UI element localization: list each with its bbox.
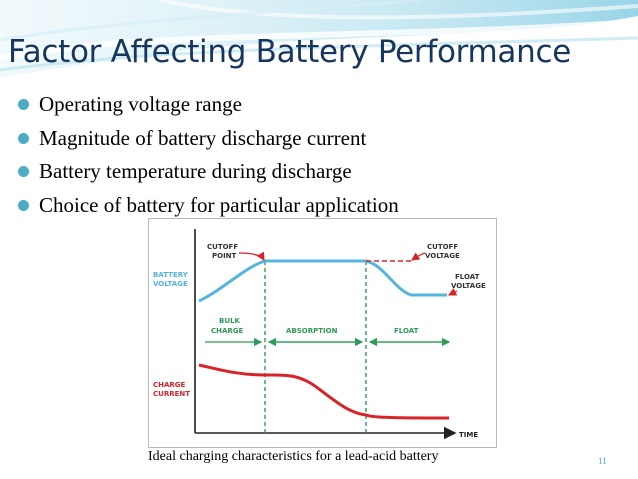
bullet-text: Choice of battery for particular applica… — [39, 192, 399, 217]
bullet-text: Battery temperature during discharge — [39, 159, 352, 184]
bullet-item: Operating voltage range — [18, 88, 399, 122]
cutoff-right-label: CUTOFF — [427, 243, 458, 251]
time-axis-label: TIME — [459, 431, 478, 439]
float-voltage-label-2: VOLTAGE — [451, 282, 486, 290]
bullet-item: Battery temperature during discharge — [18, 155, 399, 189]
cutoff-point-arrow — [238, 251, 265, 262]
float-phase-label: FLOAT — [394, 327, 419, 335]
battery-label: BATTERY — [153, 271, 189, 279]
bullet-list: Operating voltage range Magnitude of bat… — [18, 88, 399, 222]
bullet-dot-icon — [18, 132, 29, 144]
slide-number: 11 — [598, 456, 607, 466]
bullet-item: Magnitude of battery discharge current — [18, 122, 399, 156]
slide-title: Factor Affecting Battery Performance — [8, 34, 571, 70]
absorption-label: ABSORPTION — [286, 327, 338, 335]
charge-current-curve — [198, 363, 450, 420]
bullet-item: Choice of battery for particular applica… — [18, 189, 399, 223]
voltage-axis-label: VOLTAGE — [153, 280, 188, 288]
current-axis-label: CURRENT — [153, 390, 190, 398]
float-voltage-arrow — [447, 288, 458, 296]
bulk-charge-label: CHARGE — [211, 327, 244, 335]
charging-diagram-svg: BATTERY VOLTAGE CUTOFF POINT CUTOFF VOLT… — [153, 229, 486, 440]
bullet-dot-icon — [18, 199, 29, 211]
cutoff-label: CUTOFF — [207, 243, 238, 251]
header-swoosh — [0, 0, 638, 78]
bullet-text: Operating voltage range — [39, 92, 242, 117]
charge-axis-label: CHARGE — [153, 381, 186, 389]
charging-diagram: BATTERY VOLTAGE CUTOFF POINT CUTOFF VOLT… — [148, 218, 497, 448]
bulk-label: BULK — [219, 317, 240, 325]
point-label: POINT — [212, 252, 237, 260]
bullet-dot-icon — [18, 166, 29, 178]
cutoff-voltage-label: VOLTAGE — [425, 252, 460, 260]
figure-caption: Ideal charging characteristics for a lea… — [148, 449, 439, 464]
bullet-text: Magnitude of battery discharge current — [39, 125, 367, 150]
bullet-dot-icon — [18, 99, 29, 111]
battery-voltage-curve — [198, 259, 447, 303]
float-voltage-label-1: FLOAT — [455, 273, 480, 281]
cutoff-voltage-arrow — [411, 252, 426, 261]
